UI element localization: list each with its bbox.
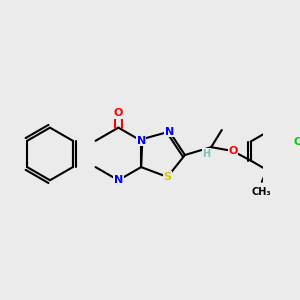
Text: N: N	[136, 136, 146, 146]
Text: O: O	[228, 146, 238, 156]
Text: O: O	[114, 108, 123, 118]
Text: S: S	[164, 172, 171, 182]
Text: Cl: Cl	[293, 136, 300, 147]
Text: H: H	[202, 149, 211, 159]
Text: N: N	[114, 175, 123, 185]
Text: CH₃: CH₃	[252, 187, 272, 196]
Text: N: N	[165, 127, 174, 136]
